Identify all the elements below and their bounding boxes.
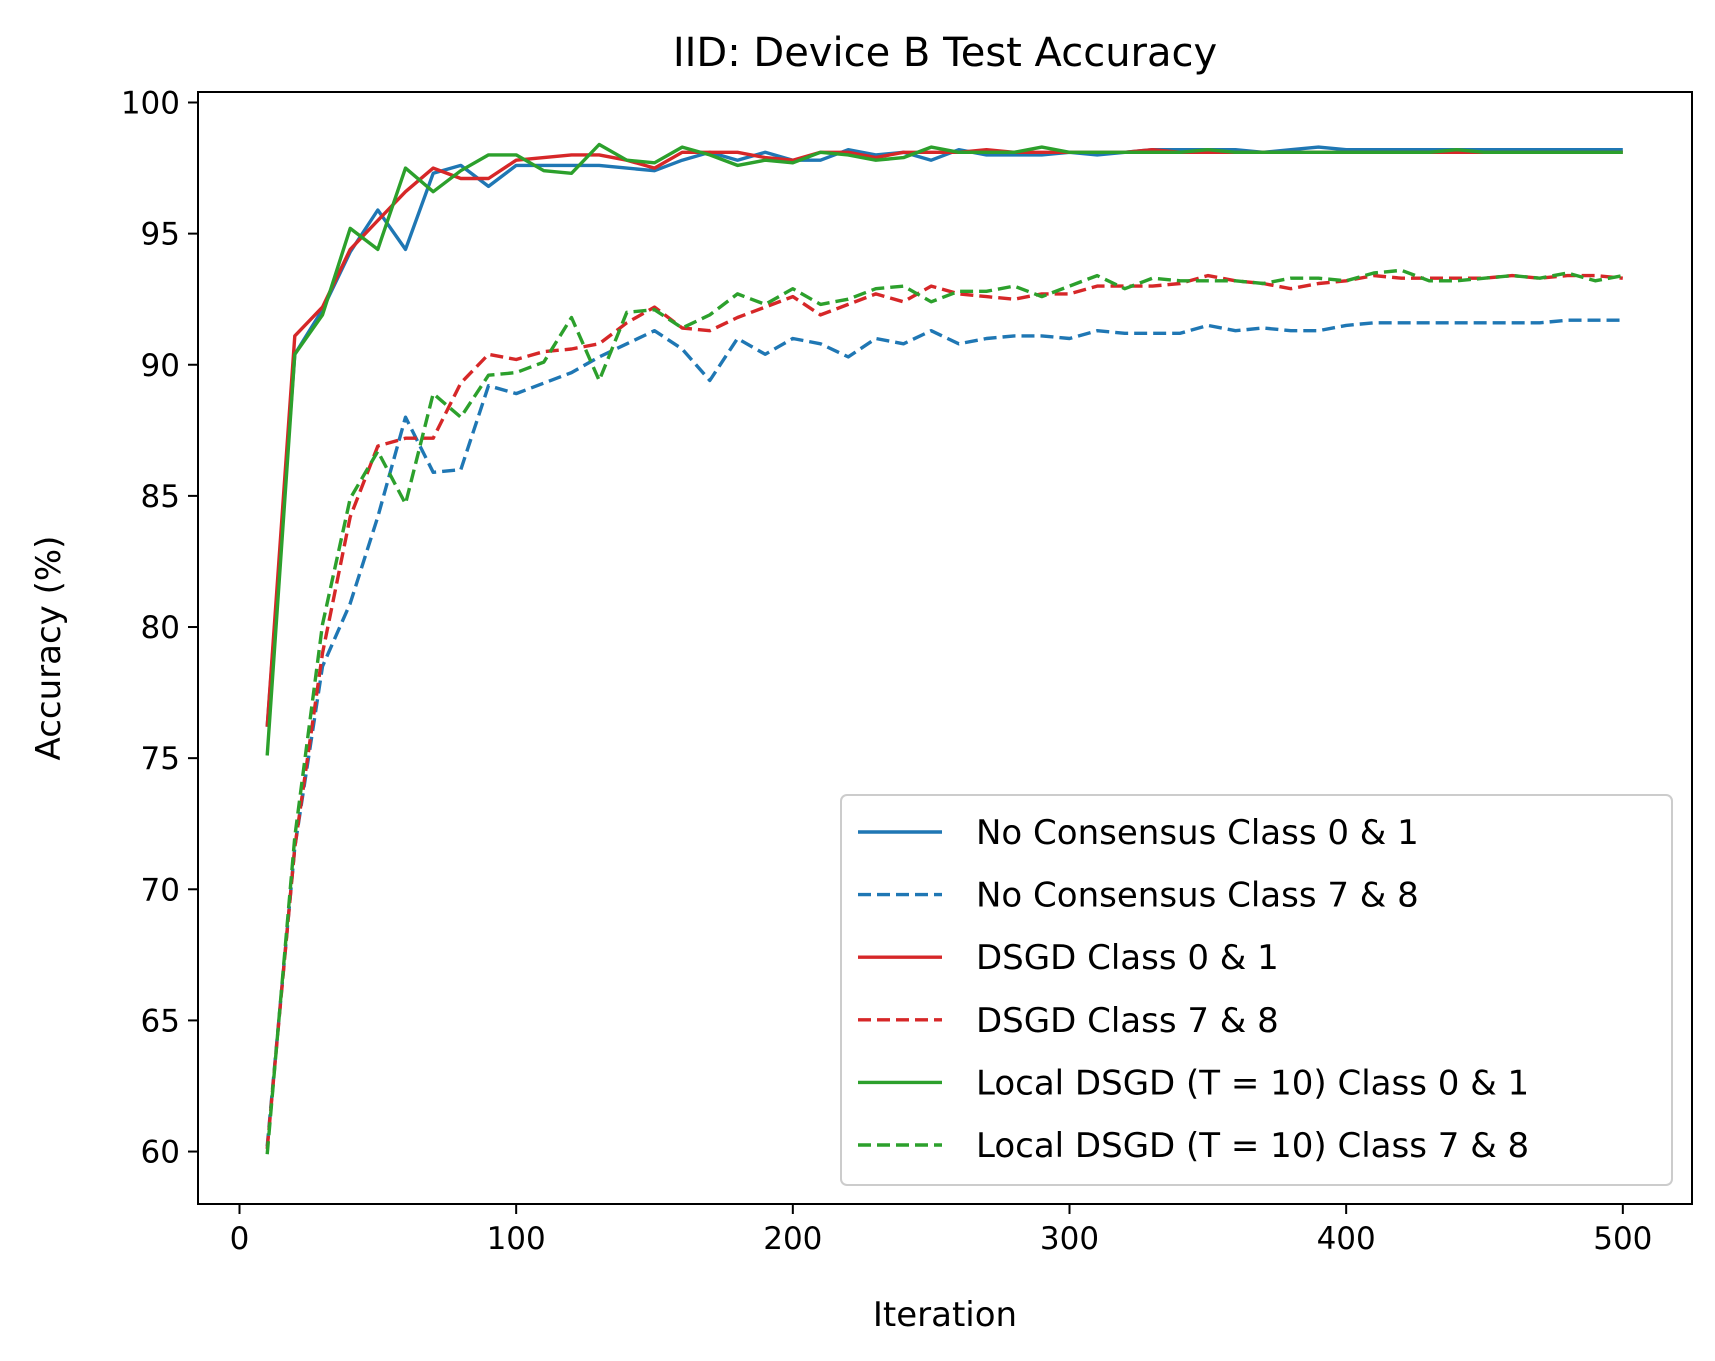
- y-tick-label: 95: [141, 217, 180, 253]
- legend-label-6: Local DSGD (T = 10) Class 7 & 8: [976, 1126, 1529, 1166]
- x-tick-label: 200: [763, 1221, 822, 1257]
- y-tick-label: 60: [141, 1135, 180, 1171]
- y-tick-label: 65: [141, 1003, 180, 1039]
- x-tick-label: 500: [1593, 1221, 1652, 1257]
- x-tick-label: 400: [1317, 1221, 1376, 1257]
- y-tick-label: 90: [141, 348, 180, 384]
- x-axis-ticks: 0 100 200 300 400 500: [230, 1204, 1652, 1257]
- legend-label-2: No Consensus Class 7 & 8: [976, 876, 1419, 916]
- x-tick-label: 100: [487, 1221, 546, 1257]
- series-line-6: [265, 268, 1624, 1155]
- legend-label-3: DSGD Class 0 & 1: [976, 938, 1279, 978]
- series-line-1: [265, 145, 1623, 727]
- y-tick-label: 85: [141, 479, 180, 515]
- y-tick-label: 100: [121, 85, 180, 121]
- x-tick-label: 300: [1040, 1221, 1099, 1257]
- y-axis-label: Accuracy (%): [29, 536, 69, 761]
- y-tick-label: 80: [141, 610, 180, 646]
- series-line-5: [265, 142, 1623, 756]
- x-tick-label: 0: [230, 1221, 250, 1257]
- y-axis-ticks: 60 65 70 75 80 85 90 95 100: [121, 85, 198, 1171]
- legend-label-1: No Consensus Class 0 & 1: [976, 813, 1419, 853]
- legend-frame: [840, 794, 1673, 1186]
- series-group: [265, 142, 1624, 1155]
- legend-label-5: Local DSGD (T = 10) Class 0 & 1: [976, 1063, 1529, 1103]
- legend-label-4: DSGD Class 7 & 8: [976, 1001, 1279, 1041]
- x-axis-label: Iteration: [873, 1295, 1017, 1335]
- plot-frame: [197, 91, 1693, 1205]
- chart-title: IID: Device B Test Accuracy: [673, 30, 1217, 76]
- legend: No Consensus Class 0 & 1 No Consensus Cla…: [840, 794, 1673, 1186]
- y-tick-label: 70: [141, 872, 180, 908]
- y-tick-label: 75: [141, 741, 180, 777]
- series-line-4: [265, 273, 1623, 1150]
